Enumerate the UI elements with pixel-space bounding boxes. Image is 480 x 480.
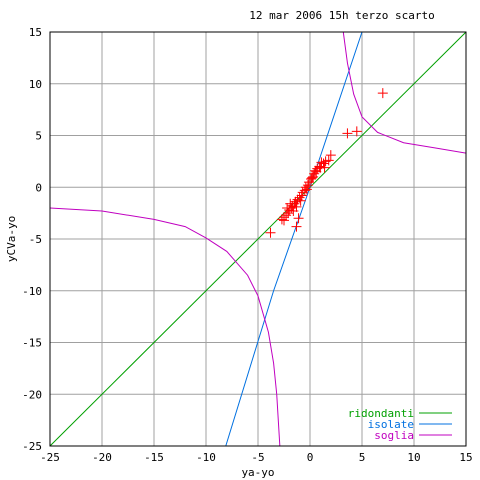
y-tick-label: -5: [29, 233, 42, 246]
legend-label-isolate: isolate: [368, 418, 414, 431]
legend-label-ridondanti: ridondanti: [348, 407, 414, 420]
data-point: [295, 195, 306, 206]
data-point: [265, 227, 276, 238]
x-tick-label: -15: [144, 451, 164, 464]
data-point: [285, 198, 296, 209]
x-tick-label: -5: [251, 451, 264, 464]
data-point: [293, 213, 304, 224]
y-tick-label: 15: [29, 26, 42, 39]
data-point: [320, 156, 331, 167]
plot-frame: [49, 31, 467, 447]
data-point: [308, 171, 319, 182]
data-point: [279, 215, 289, 226]
data-point: [299, 185, 310, 196]
data-point: [311, 166, 322, 177]
data-point: [302, 180, 313, 191]
legend-label-soglia: soglia: [374, 429, 414, 442]
x-axis-label: ya-yo: [241, 466, 274, 479]
y-axis-label: yCVa-yo: [5, 216, 18, 262]
x-tick-label: 15: [459, 451, 472, 464]
data-point: [276, 214, 287, 225]
data-point: [288, 206, 299, 217]
data-point: [301, 184, 312, 195]
series-soglia-line: [50, 207, 281, 446]
data-point: [351, 126, 362, 137]
tick-labels: -25 -20 -15 -10 -5 0 5 10 15 -25 -20 -15 -10 -5 0 5 10 15: [22, 26, 473, 464]
x-tick-label: -10: [196, 451, 216, 464]
data-point: [314, 161, 325, 172]
data-point: [316, 157, 327, 168]
x-tick-label: 5: [359, 451, 366, 464]
x-tick-label: 0: [307, 451, 314, 464]
y-tick-label: 0: [35, 181, 42, 194]
data-point: [325, 150, 336, 161]
x-tick-label: 10: [407, 451, 420, 464]
data-point: [283, 208, 294, 219]
y-tick-label: -10: [22, 285, 42, 298]
plot-series: [50, 32, 466, 446]
series-ridondanti-line: [50, 32, 466, 446]
x-tick-label: -25: [40, 451, 60, 464]
data-point: [291, 221, 302, 232]
data-point: [377, 88, 388, 99]
data-point: [315, 162, 326, 173]
data-point: [296, 190, 307, 201]
series-soglia-line: [342, 32, 466, 154]
y-tick-label: 10: [29, 78, 42, 91]
data-point: [307, 172, 318, 183]
y-tick-label: 5: [35, 130, 42, 143]
x-tick-label: -20: [92, 451, 112, 464]
chart-title: 12 mar 2006 15h terzo scarto: [249, 9, 434, 22]
data-point: [281, 210, 292, 221]
series-isolate-line: [225, 32, 363, 446]
y-tick-label: -25: [22, 440, 42, 453]
y-tick-label: -20: [22, 388, 42, 401]
data-point: [342, 128, 353, 139]
y-tick-label: -15: [22, 337, 42, 350]
